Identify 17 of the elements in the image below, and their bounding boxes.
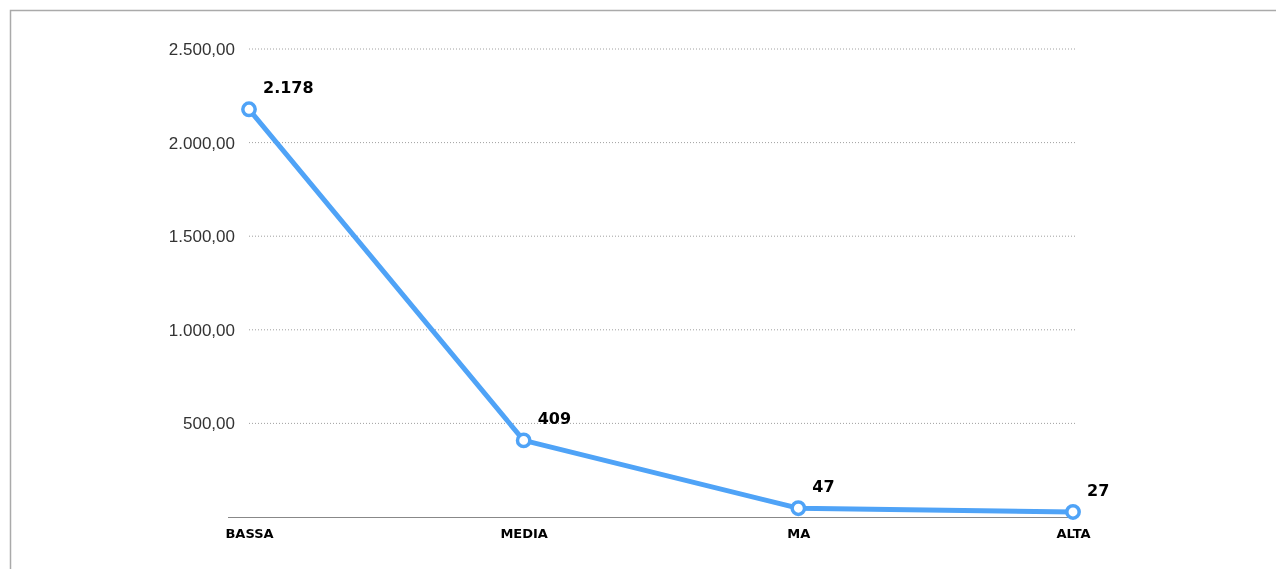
y-tick-label: 2.000,00 (168, 133, 235, 153)
y-tick-label: 2.500,00 (168, 39, 235, 59)
x-tick-label: MEDIA (500, 526, 548, 542)
data-label: 27 (1087, 480, 1110, 500)
point (1065, 504, 1081, 520)
x-tick-label: MA (787, 526, 811, 542)
data-label: 409 (537, 409, 572, 429)
point (515, 432, 532, 449)
x-tick-label: ALTA (1056, 526, 1091, 542)
y-tick-label: 1.500,00 (168, 227, 235, 247)
point (790, 500, 807, 517)
data-label: 2.178 (263, 78, 314, 98)
x-tick-label: BASSA (225, 526, 274, 542)
y-tick-label: 500,00 (183, 414, 235, 434)
point (241, 101, 257, 118)
y-tick-label: 1.000,00 (168, 320, 235, 340)
data-label: 47 (812, 477, 835, 497)
